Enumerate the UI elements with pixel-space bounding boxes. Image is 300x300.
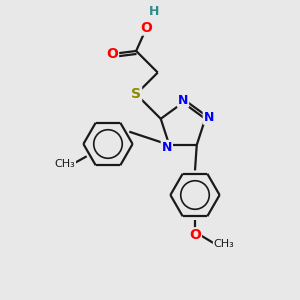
Text: O: O xyxy=(106,47,118,61)
Text: CH₃: CH₃ xyxy=(214,238,235,249)
Text: N: N xyxy=(178,94,188,107)
Text: O: O xyxy=(141,21,153,34)
Text: O: O xyxy=(189,228,201,242)
Text: S: S xyxy=(131,87,141,101)
Text: H: H xyxy=(149,4,159,18)
Text: N: N xyxy=(162,141,172,154)
Text: CH₃: CH₃ xyxy=(54,159,75,169)
Text: N: N xyxy=(204,111,214,124)
